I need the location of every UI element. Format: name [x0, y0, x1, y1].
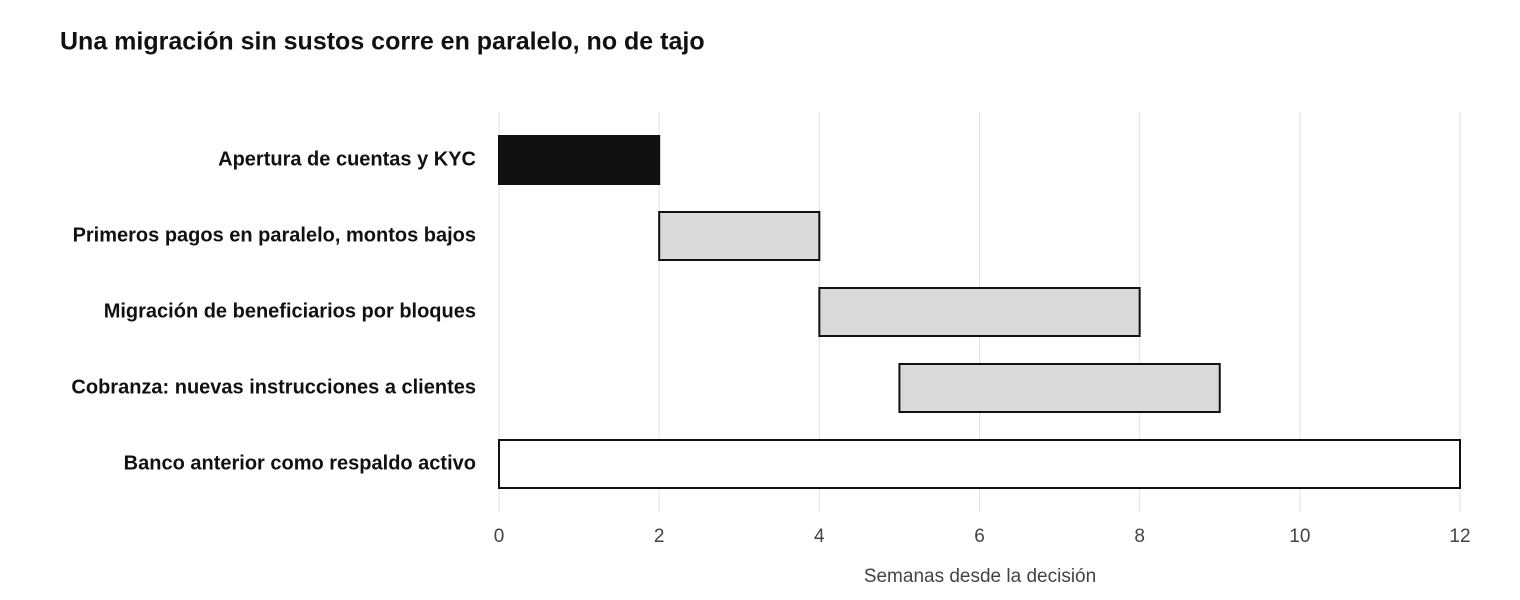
bar — [898, 363, 1221, 413]
y-tick-label: Migración de beneficiarios por bloques — [104, 300, 476, 322]
x-tick-label: 0 — [494, 526, 505, 547]
y-tick-label: Banco anterior como respaldo activo — [124, 452, 476, 474]
chart-title: Una migración sin sustos corre en parale… — [60, 28, 705, 56]
y-tick-label: Cobranza: nuevas instrucciones a cliente… — [71, 376, 476, 398]
bar — [498, 439, 1461, 489]
bar — [498, 135, 661, 185]
x-tick-label: 6 — [974, 526, 985, 547]
y-tick-label: Primeros pagos en paralelo, montos bajos — [73, 224, 476, 246]
y-tick-label: Apertura de cuentas y KYC — [218, 148, 476, 170]
x-tick-label: 10 — [1289, 526, 1310, 547]
x-tick-label: 4 — [814, 526, 825, 547]
bar — [658, 211, 821, 261]
x-tick-label: 8 — [1134, 526, 1145, 547]
x-tick-label: 12 — [1449, 526, 1470, 547]
bar — [818, 287, 1141, 337]
x-axis-title: Semanas desde la decisión — [864, 566, 1096, 587]
x-tick-label: 2 — [654, 526, 665, 547]
